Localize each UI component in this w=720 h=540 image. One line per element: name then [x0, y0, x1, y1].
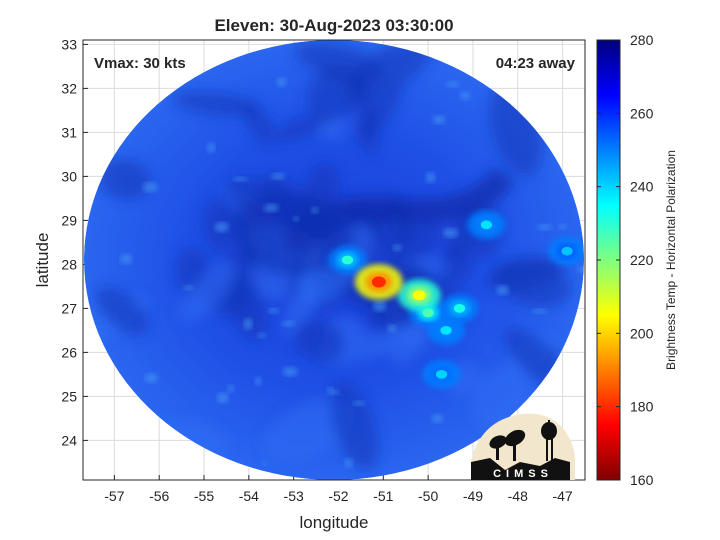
colorbar-tick-label: 280: [630, 32, 654, 48]
x-axis-label: longitude: [299, 513, 368, 532]
y-tick-label: 28: [61, 256, 77, 272]
x-tick-label: -54: [239, 488, 259, 504]
storm-feature-core: [412, 290, 426, 301]
x-tick-label: -53: [284, 488, 304, 504]
x-tick-label: -51: [373, 488, 393, 504]
y-tick-label: 31: [61, 124, 77, 140]
y-tick-label: 24: [61, 432, 77, 448]
y-tick-label: 32: [61, 80, 77, 96]
storm-feature-core: [435, 370, 448, 379]
y-tick-label: 26: [61, 344, 77, 360]
x-tick-label: -56: [149, 488, 169, 504]
y-tick-label: 25: [61, 388, 77, 404]
storm-feature-core: [453, 304, 466, 313]
colorbar-label: Brightness Temp - Horizontal Polarizatio…: [664, 150, 678, 370]
storm-feature-core: [561, 246, 573, 256]
x-tick-label: -52: [328, 488, 348, 504]
microwave-swath: [84, 40, 584, 480]
colorbar-tick-labels: 280 260 240 220 200 180 160: [597, 32, 654, 488]
cimss-logo-text: CIMSS: [493, 468, 553, 480]
storm-feature-core: [341, 255, 354, 265]
x-tick-label: -57: [104, 488, 124, 504]
colorbar-tick-label: 180: [630, 399, 654, 415]
y-tick-labels: 24 25 26 27 28 29 30 31 32 33: [61, 36, 77, 448]
colorbar-tick-label: 220: [630, 252, 654, 268]
x-tick-label: -47: [552, 488, 572, 504]
y-tick-label: 33: [61, 36, 77, 52]
y-tick-label: 29: [61, 212, 77, 228]
y-tick-label: 30: [61, 168, 77, 184]
colorbar-tick-label: 160: [630, 472, 654, 488]
storm-feature-core: [480, 220, 492, 230]
storm-feature-core: [371, 276, 386, 288]
time-away-annotation: 04:23 away: [496, 55, 576, 72]
vmax-annotation: Vmax: 30 kts: [94, 55, 186, 72]
colorbar: 280 260 240 220 200 180 160 Brightness Temp - …: [596, 32, 678, 488]
x-tick-label: -55: [194, 488, 214, 504]
cimss-logo: CIMSS: [471, 413, 575, 480]
chart-title: Eleven: 30-Aug-2023 03:30:00: [214, 16, 453, 35]
axes-frame: [82, 39, 586, 481]
x-tick-labels: -57 -56 -55 -54 -53 -52 -51 -50 -49 -48 -47: [104, 488, 573, 504]
storm-feature-core: [440, 326, 452, 335]
y-tick-label: 27: [61, 300, 77, 316]
colorbar-tick-label: 240: [630, 179, 654, 195]
y-axis-label: latitude: [33, 233, 52, 288]
x-tick-label: -49: [463, 488, 483, 504]
x-tick-label: -50: [418, 488, 438, 504]
colorbar-tick-label: 200: [630, 325, 654, 341]
colorbar-tick-label: 260: [630, 105, 654, 121]
x-tick-label: -48: [508, 488, 528, 504]
